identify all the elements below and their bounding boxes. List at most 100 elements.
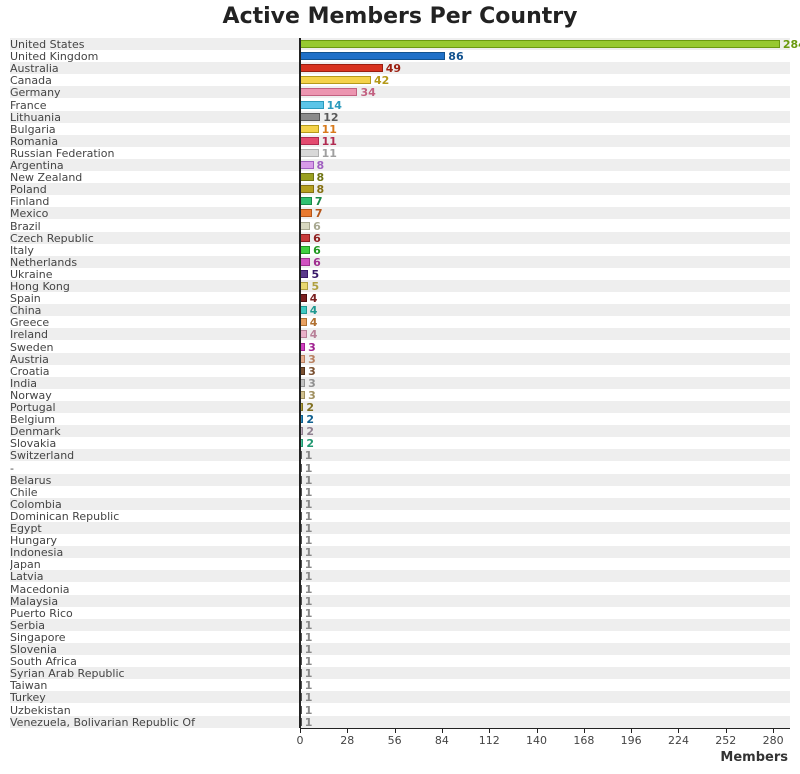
plot-area: United States284United Kingdom86Australi…: [10, 38, 790, 774]
country-label: Denmark: [10, 425, 296, 438]
bar-value: 2: [306, 437, 314, 450]
country-label: Macedonia: [10, 583, 296, 596]
bar-value: 11: [322, 135, 337, 148]
bar-value: 1: [305, 655, 313, 668]
bar: [300, 64, 383, 72]
x-tick-label: 280: [763, 734, 784, 747]
bar-value: 1: [305, 667, 313, 680]
country-label: Germany: [10, 86, 296, 99]
country-label: Singapore: [10, 631, 296, 644]
x-tick-label: 56: [388, 734, 402, 747]
bar-value: 8: [317, 159, 325, 172]
country-label: China: [10, 304, 296, 317]
bar-value: 1: [305, 679, 313, 692]
x-tick-label: 112: [479, 734, 500, 747]
country-label: Argentina: [10, 159, 296, 172]
country-label: Italy: [10, 244, 296, 257]
country-label: Brazil: [10, 220, 296, 233]
bar-value: 5: [311, 268, 319, 281]
country-label: Malaysia: [10, 595, 296, 608]
x-tick: [726, 728, 727, 733]
bar-value: 4: [310, 328, 318, 341]
x-tick: [300, 728, 301, 733]
country-label: Switzerland: [10, 449, 296, 462]
country-label: Portugal: [10, 401, 296, 414]
country-label: Dominican Republic: [10, 510, 296, 523]
bar-value: 2: [306, 401, 314, 414]
country-label: Norway: [10, 389, 296, 402]
country-label: South Africa: [10, 655, 296, 668]
bar-value: 34: [360, 86, 375, 99]
y-axis-line: [299, 38, 301, 728]
country-label: Spain: [10, 292, 296, 305]
bar: [300, 355, 305, 363]
bar-value: 1: [305, 583, 313, 596]
x-tick: [537, 728, 538, 733]
bar-value: 1: [305, 595, 313, 608]
country-label: Indonesia: [10, 546, 296, 559]
bar-value: 3: [308, 377, 316, 390]
bar-value: 4: [310, 304, 318, 317]
bar-value: 1: [305, 522, 313, 535]
bar: [300, 137, 319, 145]
country-label: Egypt: [10, 522, 296, 535]
bar-value: 8: [317, 183, 325, 196]
country-label: Latvia: [10, 570, 296, 583]
country-label: France: [10, 99, 296, 112]
country-label: India: [10, 377, 296, 390]
country-label: United Kingdom: [10, 50, 296, 63]
bar-value: 2: [306, 425, 314, 438]
bar-value: 1: [305, 449, 313, 462]
country-label: Poland: [10, 183, 296, 196]
country-label: Ukraine: [10, 268, 296, 281]
country-label: Chile: [10, 486, 296, 499]
bar: [300, 270, 308, 278]
bar-value: 14: [327, 99, 342, 112]
bar-value: 1: [305, 570, 313, 583]
bar-value: 1: [305, 534, 313, 547]
country-label: Austria: [10, 353, 296, 366]
bar: [300, 282, 308, 290]
country-label: New Zealand: [10, 171, 296, 184]
bar: [300, 161, 314, 169]
x-tick-label: 252: [715, 734, 736, 747]
bar-value: 6: [313, 256, 321, 269]
bar-value: 4: [310, 292, 318, 305]
bar: [300, 113, 320, 121]
bar: [300, 185, 314, 193]
bar: [300, 403, 303, 411]
country-label: Syrian Arab Republic: [10, 667, 296, 680]
bar-value: 12: [323, 111, 338, 124]
bar: [300, 415, 303, 423]
bar-value: 3: [308, 341, 316, 354]
bar-value: 11: [322, 147, 337, 160]
bar-value: 1: [305, 510, 313, 523]
bar-value: 1: [305, 704, 313, 717]
x-axis-line: [300, 728, 790, 730]
bar-value: 8: [317, 171, 325, 184]
bar-value: 4: [310, 316, 318, 329]
bar: [300, 209, 312, 217]
country-label: Greece: [10, 316, 296, 329]
x-tick: [584, 728, 585, 733]
country-label: Uzbekistan: [10, 704, 296, 717]
x-tick: [631, 728, 632, 733]
country-label: United States: [10, 38, 296, 51]
bar: [300, 197, 312, 205]
bar-value: 6: [313, 244, 321, 257]
bar: [300, 234, 310, 242]
country-label: Hungary: [10, 534, 296, 547]
x-tick-label: 84: [435, 734, 449, 747]
country-label: Sweden: [10, 341, 296, 354]
country-label: Netherlands: [10, 256, 296, 269]
bar-value: 1: [305, 619, 313, 632]
country-label: Czech Republic: [10, 232, 296, 245]
country-label: Venezuela, Bolivarian Republic Of: [10, 716, 296, 729]
x-tick: [347, 728, 348, 733]
x-tick-label: 28: [340, 734, 354, 747]
bar-value: 3: [308, 353, 316, 366]
bar-value: 1: [305, 498, 313, 511]
bar: [300, 101, 324, 109]
x-tick: [773, 728, 774, 733]
country-label: Australia: [10, 62, 296, 75]
